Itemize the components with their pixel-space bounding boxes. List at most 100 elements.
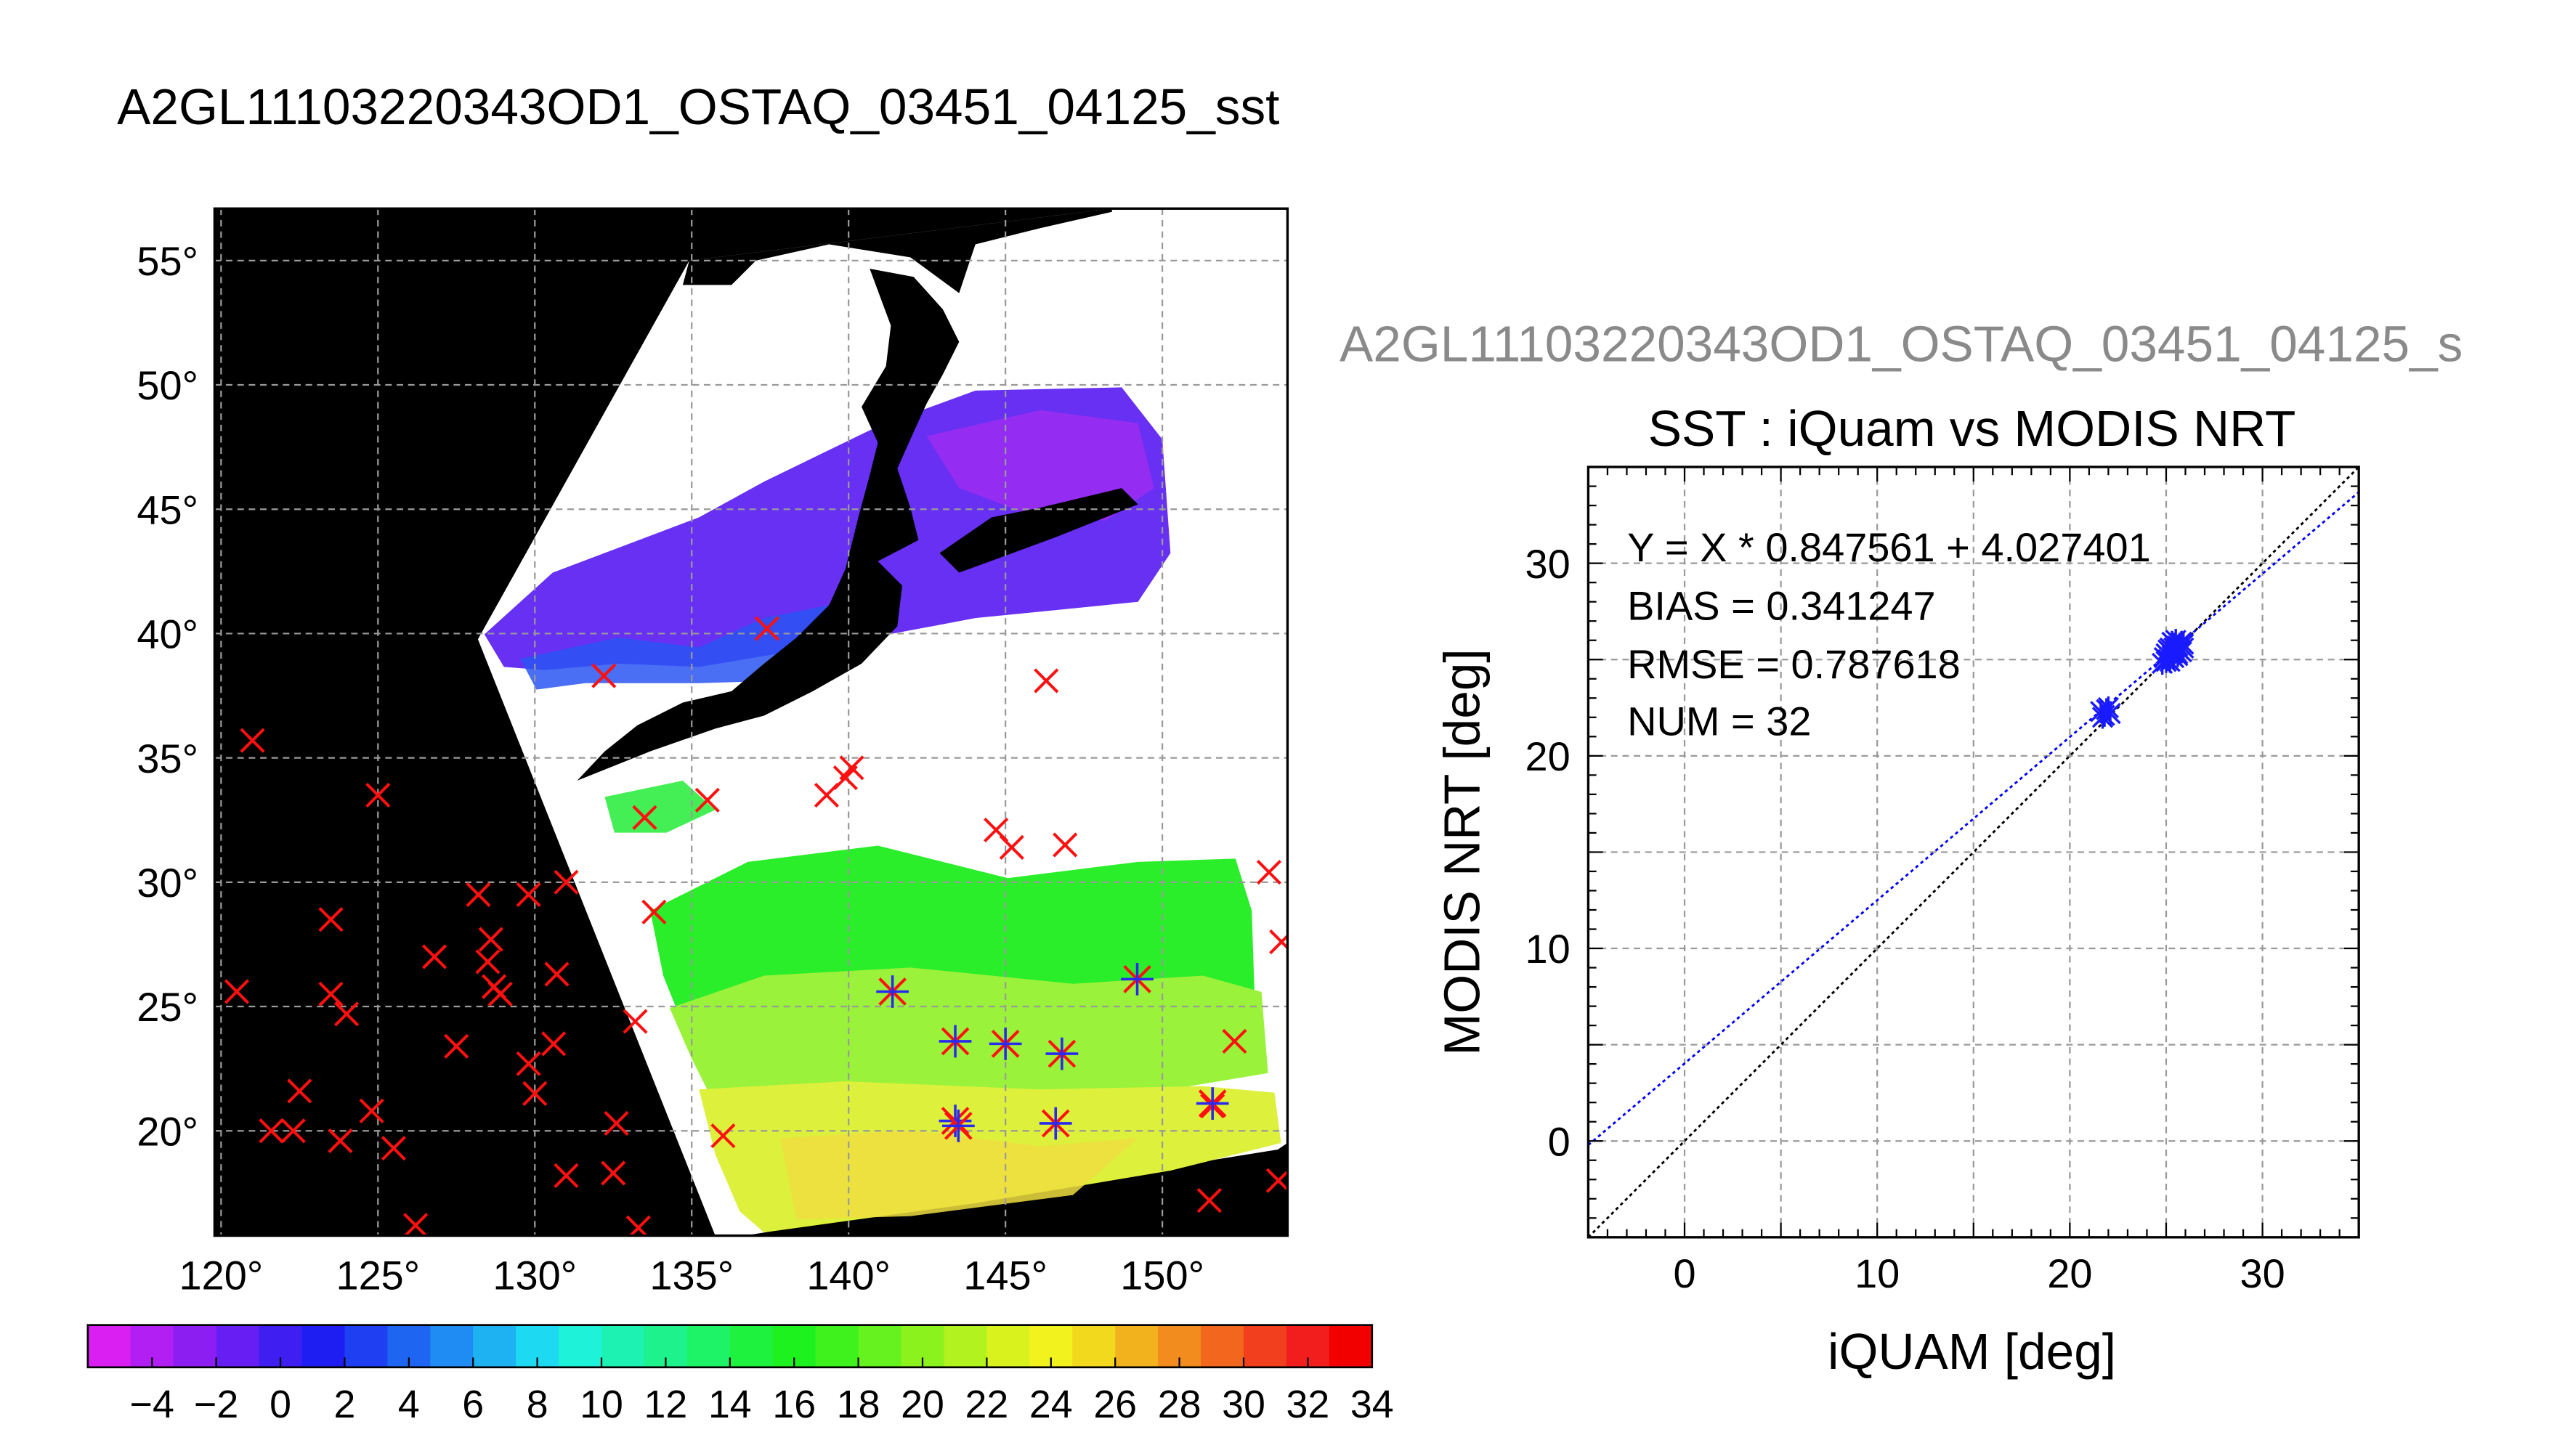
insitu-marker bbox=[632, 805, 657, 830]
colorbar-tick-label: −2 bbox=[194, 1383, 238, 1426]
insitu-marker-stroke bbox=[754, 616, 779, 641]
colorbar-tick-label: 20 bbox=[901, 1383, 944, 1426]
insitu-marker-stroke bbox=[475, 949, 501, 975]
insitu-marker bbox=[516, 882, 541, 908]
longitude-tick-label: 130° bbox=[493, 1252, 577, 1298]
insitu-marker-stroke bbox=[403, 1213, 429, 1236]
colorbar-cell bbox=[473, 1325, 517, 1367]
y-tick-label: 20 bbox=[1525, 733, 1571, 779]
colorbar-tick-label: 32 bbox=[1286, 1383, 1330, 1426]
colorbar-cell bbox=[686, 1325, 731, 1367]
matched-marker bbox=[1039, 1107, 1072, 1140]
insitu-marker-stroke bbox=[641, 899, 667, 925]
insitu-marker-stroke bbox=[623, 1009, 648, 1034]
colorbar-tick-label: 14 bbox=[708, 1383, 752, 1426]
insitu-marker bbox=[224, 979, 250, 1004]
insitu-marker-stroke bbox=[1265, 1169, 1288, 1193]
longitude-tick-label: 140° bbox=[806, 1252, 891, 1298]
insitu-marker-stroke bbox=[522, 1081, 548, 1106]
colorbar-cell bbox=[344, 1325, 389, 1367]
longitude-tick-label: 125° bbox=[336, 1252, 420, 1298]
insitu-marker bbox=[444, 1033, 469, 1059]
latitude-tick-label: 20° bbox=[137, 1108, 198, 1154]
main-title: A2GL11103220343OD1_OSTAQ_03451_04125_sst bbox=[117, 78, 1279, 135]
colorbar-tick-label: 22 bbox=[965, 1383, 1009, 1426]
insitu-marker-stroke bbox=[444, 1033, 469, 1059]
colorbar-tick-label: 6 bbox=[462, 1383, 484, 1426]
insitu-marker bbox=[318, 981, 344, 1007]
insitu-marker-stroke bbox=[1269, 933, 1288, 955]
insitu-marker-stroke bbox=[984, 817, 1009, 843]
insitu-marker bbox=[280, 1118, 306, 1144]
colorbar-cell bbox=[815, 1325, 859, 1367]
scatter-minor-ticks bbox=[1587, 465, 2360, 1238]
insitu-marker-stroke bbox=[381, 1136, 406, 1161]
latitude-tick-label: 40° bbox=[137, 611, 198, 657]
matched-marker bbox=[941, 1110, 975, 1142]
insitu-marker-stroke bbox=[259, 1118, 284, 1144]
insitu-marker-stroke bbox=[318, 981, 344, 1007]
matched-markers bbox=[876, 962, 1229, 1142]
scatter-point bbox=[2173, 633, 2195, 656]
colorbar-cell bbox=[559, 1325, 603, 1367]
insitu-marker bbox=[641, 899, 667, 925]
matched-marker bbox=[1196, 1087, 1229, 1120]
colorbar-cell bbox=[430, 1325, 474, 1367]
matched-marker bbox=[1121, 962, 1154, 996]
latitude-labels: 20° 25° 30° 35° 40° 45° 50° 55° bbox=[137, 238, 198, 1154]
insitu-marker bbox=[240, 728, 265, 753]
colorbar-tick-label: 16 bbox=[772, 1383, 816, 1426]
scatter-point bbox=[2161, 642, 2183, 665]
insitu-marker bbox=[421, 944, 447, 969]
scatter-grid bbox=[1588, 467, 2359, 1237]
insitu-marker bbox=[359, 1098, 384, 1123]
x-tick-label: 0 bbox=[1673, 1250, 1695, 1296]
colorbar-cell bbox=[729, 1325, 774, 1367]
insitu-marker bbox=[287, 1078, 312, 1104]
x-axis-label: iQUAM [deg] bbox=[1828, 1323, 2116, 1380]
scatter-header-title: A2GL11103220343OD1_OSTAQ_03451_04125_s bbox=[1340, 316, 2463, 373]
colorbar-cell bbox=[1201, 1325, 1245, 1367]
colorbar-tick-label: 2 bbox=[334, 1383, 356, 1426]
insitu-marker bbox=[1053, 832, 1078, 858]
insitu-marker-stroke bbox=[328, 1128, 353, 1154]
insitu-marker bbox=[516, 1051, 541, 1076]
insitu-marker-stroke bbox=[694, 787, 720, 813]
insitu-marker-stroke bbox=[1256, 860, 1282, 885]
longitude-labels: 120° 125° 130° 135° 140° 145° 150° bbox=[179, 1252, 1204, 1298]
sst-coastal-region bbox=[604, 780, 716, 833]
scatter-points bbox=[2090, 629, 2195, 729]
map-panel: 20° 25° 30° 35° 40° 45° 50° 55° 120° 125° 130° 135… bbox=[137, 207, 1289, 1298]
y-tick-label: 30 bbox=[1525, 541, 1571, 587]
insitu-marker-stroke bbox=[318, 907, 344, 932]
insitu-marker bbox=[839, 755, 864, 781]
insitu-marker-stroke bbox=[710, 1123, 736, 1149]
colorbar-cell bbox=[858, 1325, 902, 1367]
x-tick-label: 30 bbox=[2240, 1250, 2285, 1296]
latitude-tick-label: 50° bbox=[137, 362, 198, 408]
colorbar-cell bbox=[986, 1325, 1031, 1367]
insitu-marker-stroke bbox=[1053, 832, 1078, 858]
y-axis-label: MODIS NRT [deg] bbox=[1433, 648, 1490, 1055]
insitu-marker-stroke bbox=[359, 1098, 384, 1123]
longitude-tick-label: 135° bbox=[649, 1252, 734, 1298]
insitu-marker-stroke bbox=[541, 1031, 567, 1057]
insitu-marker-stroke bbox=[839, 755, 864, 781]
map-frame bbox=[213, 207, 1289, 1237]
insitu-marker-stroke bbox=[365, 782, 391, 808]
colorbar: −4 −2 0 2 4 6 8 10 12 14 16 18 20 22 24 26 28 30 32 34 bbox=[86, 1324, 1394, 1426]
latitude-tick-label: 30° bbox=[137, 860, 198, 906]
insitu-marker bbox=[466, 882, 491, 908]
matched-marker bbox=[989, 1028, 1022, 1060]
matched-marker bbox=[876, 975, 909, 1008]
sst-warm-region bbox=[670, 967, 1268, 1106]
insitu-marker-stroke bbox=[224, 979, 250, 1004]
hokkaido-landmass bbox=[939, 488, 1138, 573]
insitu-marker bbox=[1265, 1168, 1288, 1193]
x-tick-label: 10 bbox=[1855, 1250, 1900, 1296]
insitu-marker-stroke bbox=[999, 834, 1024, 860]
insitu-marker bbox=[623, 1009, 648, 1034]
insitu-marker-stroke bbox=[591, 663, 617, 688]
